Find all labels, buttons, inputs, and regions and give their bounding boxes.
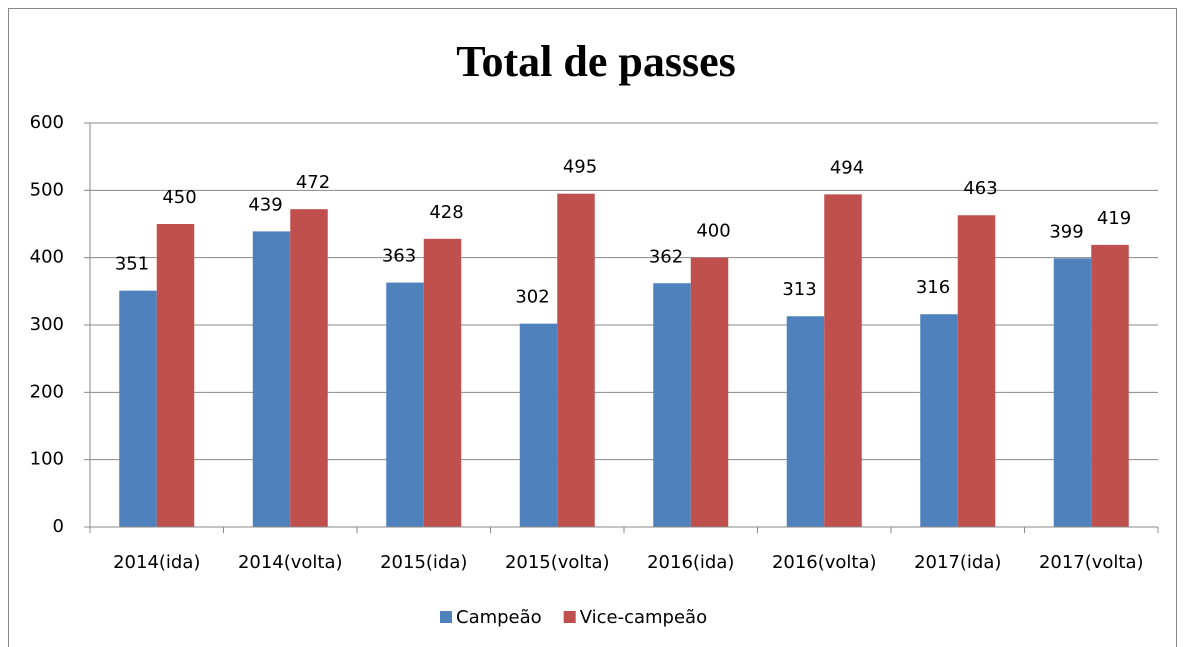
data-label: 428: [429, 202, 463, 223]
bar: [920, 314, 958, 527]
bar: [824, 194, 862, 527]
y-tick-label: 100: [30, 449, 64, 470]
chart-border: [8, 8, 1177, 647]
data-label: 472: [296, 172, 330, 193]
bar: [252, 231, 291, 527]
data-label: 351: [115, 254, 149, 275]
data-label: 362: [649, 246, 683, 267]
y-tick-label: 300: [30, 314, 64, 335]
data-label: 450: [162, 187, 196, 208]
legend-swatch: [440, 611, 452, 623]
data-label: 419: [1097, 208, 1131, 229]
y-tick-label: 0: [53, 516, 64, 537]
bar: [386, 282, 424, 527]
bar: [557, 193, 595, 527]
data-label: 302: [515, 287, 549, 308]
bar: [519, 323, 558, 527]
bar: [290, 209, 328, 528]
x-tick-label: 2017(ida): [914, 552, 1001, 573]
bar: [1053, 258, 1092, 527]
data-label: 363: [382, 246, 416, 267]
bar: [1091, 244, 1129, 527]
y-tick-label: 500: [30, 179, 64, 200]
legend-label: Campeão: [456, 607, 542, 628]
y-tick-label: 400: [30, 247, 64, 268]
legend-swatch: [563, 611, 576, 623]
bar: [957, 215, 996, 527]
data-label: 495: [563, 157, 597, 178]
x-tick-label: 2016(ida): [647, 552, 734, 573]
x-tick-label: 2015(volta): [505, 552, 610, 573]
data-label: 400: [696, 221, 730, 242]
x-tick-label: 2014(volta): [238, 552, 343, 573]
chart-title: Total de passes: [456, 37, 736, 86]
bar: [786, 316, 825, 527]
bar: [690, 257, 729, 527]
data-label: 316: [916, 277, 950, 298]
bar: [156, 224, 195, 527]
data-label: 463: [963, 178, 997, 199]
bar: [423, 238, 462, 527]
data-label: 439: [248, 194, 282, 215]
y-tick-label: 200: [30, 381, 64, 402]
x-tick-label: 2017(volta): [1039, 552, 1144, 573]
data-label: 399: [1049, 221, 1083, 242]
legend-label: Vice-campeão: [580, 607, 707, 628]
y-tick-label: 600: [30, 112, 64, 133]
bar: [653, 283, 691, 527]
x-tick-label: 2016(volta): [772, 552, 877, 573]
data-label: 494: [830, 157, 864, 178]
x-tick-label: 2014(ida): [113, 552, 200, 573]
x-tick-label: 2015(ida): [380, 552, 467, 573]
bar: [119, 290, 157, 527]
data-label: 313: [782, 279, 816, 300]
